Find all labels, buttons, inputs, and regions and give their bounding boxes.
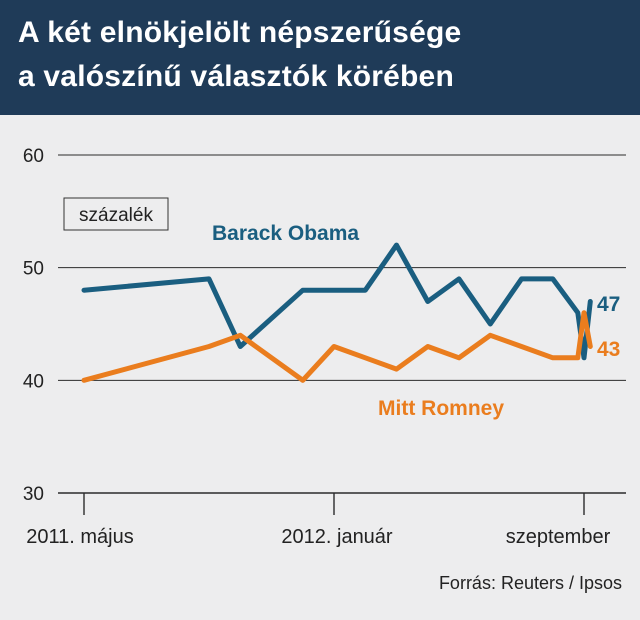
x-tick-label: szeptember xyxy=(506,526,611,548)
end-value-romney: 43 xyxy=(597,338,620,361)
y-tick-label: 40 xyxy=(23,371,44,392)
unit-label-box: százalék xyxy=(63,197,169,231)
series-line-romney xyxy=(81,310,593,383)
unit-label: százalék xyxy=(79,205,153,226)
y-axis-ticks: 30 40 50 60 xyxy=(23,146,44,505)
header-bar: A két elnökjelölt népszerűsége a valószí… xyxy=(0,0,640,115)
y-tick-label: 30 xyxy=(23,484,44,505)
y-tick-label: 50 xyxy=(23,259,44,280)
chart-title-line-2: a valószínű választók körében xyxy=(18,60,454,93)
gridlines xyxy=(58,154,626,494)
series-group xyxy=(81,242,593,383)
series-label-romney: Mitt Romney xyxy=(378,397,504,420)
end-value-obama: 47 xyxy=(597,293,620,316)
source-note: Forrás: Reuters / Ipsos xyxy=(438,573,622,593)
x-tick-label: 2012. január xyxy=(281,526,393,548)
y-tick-label: 60 xyxy=(23,146,44,167)
chart-title-line-1: A két elnökjelölt népszerűsége xyxy=(18,16,462,49)
line-chart: 30 40 50 60 2011. május 2012. január szeptemb… xyxy=(23,146,626,548)
series-line-obama xyxy=(81,242,593,361)
x-axis-ticks: 2011. május 2012. január szeptember xyxy=(26,493,611,548)
series-label-obama: Barack Obama xyxy=(212,222,359,245)
x-tick-label: 2011. május xyxy=(26,526,133,548)
